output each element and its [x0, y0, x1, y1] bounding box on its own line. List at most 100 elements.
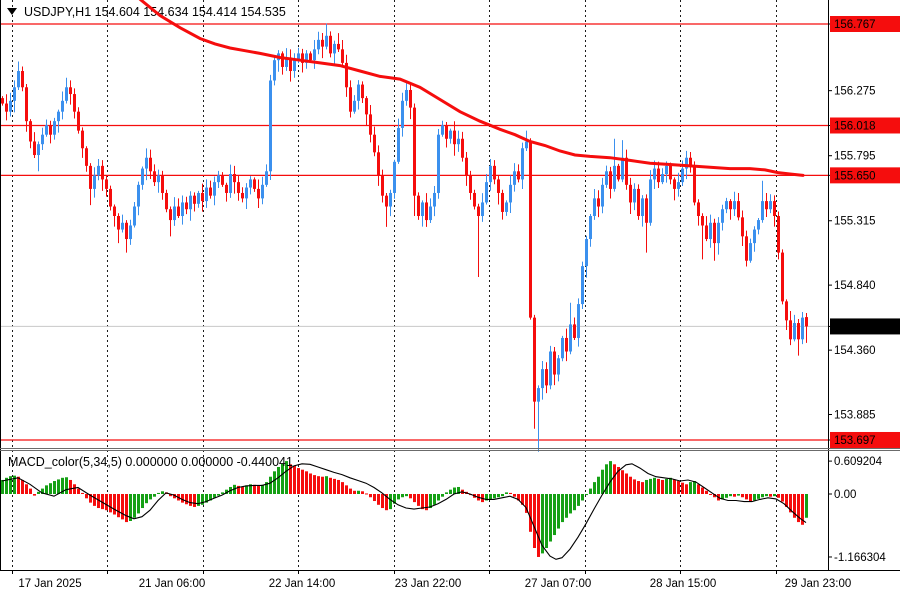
candle-bull: [753, 229, 756, 244]
macd-bar-negative: [401, 494, 404, 498]
candle-bear: [81, 130, 84, 149]
macd-bar-negative: [577, 494, 580, 506]
candle-bull: [537, 388, 540, 402]
macd-bar-positive: [37, 491, 40, 494]
macd-bar-positive: [309, 473, 312, 494]
macd-bar-negative: [781, 494, 784, 502]
grid-lines: [12, 0, 777, 570]
time-axis-label: 21 Jan 06:00: [139, 578, 206, 590]
candle-bull: [769, 201, 772, 210]
level-price-badge: [830, 117, 900, 134]
macd-bar-positive: [349, 488, 352, 494]
candle-bull: [13, 87, 16, 101]
macd-bar-negative: [153, 494, 156, 497]
candle-bear: [777, 216, 780, 253]
macd-bar-negative: [533, 494, 536, 548]
macd-bar-positive: [449, 489, 452, 494]
macd-bar-positive: [325, 476, 328, 494]
macd-bar-negative: [381, 494, 384, 509]
candle-bear: [373, 134, 376, 153]
candle-bull: [401, 100, 404, 128]
candle-bull: [593, 198, 596, 217]
candle-bear: [177, 206, 180, 217]
candle-bull: [429, 206, 432, 221]
candle-bear: [149, 157, 152, 172]
candle-bull: [649, 179, 652, 223]
candle-bear: [637, 188, 640, 217]
time-axis-label: 22 Jan 14:00: [269, 578, 336, 590]
candle-bear: [377, 152, 380, 176]
candle-bear: [85, 148, 88, 166]
macd-bar-negative: [141, 494, 144, 509]
time-axis-label: 27 Jan 07:00: [525, 578, 592, 590]
candle-bear: [301, 53, 304, 63]
macd-bar-negative: [181, 494, 184, 503]
candle-bull: [285, 57, 288, 67]
candle-bull: [245, 187, 248, 199]
candle-bear: [49, 125, 52, 135]
macd-histogram: [1, 461, 808, 557]
macd-bar-negative: [125, 494, 128, 523]
candle-bear: [193, 195, 196, 204]
price-axis-label: 156.275: [834, 86, 876, 98]
candle-bear: [109, 188, 112, 207]
macd-bar-positive: [277, 467, 280, 494]
candle-bull: [557, 358, 560, 375]
candle-bear: [77, 111, 80, 131]
macd-bar-negative: [581, 494, 584, 501]
price-axis-label: 155.795: [834, 151, 876, 163]
macd-bar-negative: [205, 494, 208, 503]
candle-bear: [497, 179, 500, 193]
candle-bear: [657, 168, 660, 183]
macd-bar-negative: [173, 494, 176, 499]
macd-bar-positive: [357, 490, 360, 494]
macd-bar-positive: [73, 484, 76, 494]
candle-bear: [465, 157, 468, 176]
candle-bull: [589, 216, 592, 240]
macd-bar-positive: [77, 488, 80, 494]
macd-bar-positive: [273, 471, 276, 494]
macd-bar-positive: [57, 479, 60, 494]
candle-bear: [469, 175, 472, 193]
candle-bull: [549, 351, 552, 386]
candle-bear: [241, 192, 244, 199]
macd-bar-positive: [633, 479, 636, 494]
macd-bar-positive: [345, 485, 348, 494]
candle-bull: [681, 168, 684, 183]
candle-bear: [201, 192, 204, 202]
candle-bear: [25, 87, 28, 122]
macd-bar-negative: [585, 494, 588, 496]
macd-bar-negative: [133, 494, 136, 518]
macd-bar-positive: [589, 488, 592, 494]
time-axis[interactable]: 17 Jan 2025 21 Jan 06:00 22 Jan 14:00 23 Ja…: [18, 578, 851, 590]
candle-bear: [533, 317, 536, 402]
moving-average-line[interactable]: [138, 0, 805, 177]
candle-bull: [489, 165, 492, 183]
macd-bar-negative: [421, 494, 424, 510]
candle-bull: [61, 100, 64, 112]
candle-bull: [397, 127, 400, 162]
macd-bar-positive: [1, 479, 4, 494]
macd-bar-negative: [373, 494, 376, 502]
price-axis-label: 155.315: [834, 216, 876, 228]
macd-bar-positive: [17, 476, 20, 494]
macd-bar-negative: [725, 494, 728, 498]
macd-bar-positive: [41, 488, 44, 494]
candle-bear: [781, 252, 784, 302]
candle-bear: [125, 222, 128, 240]
candle-bull: [181, 202, 184, 217]
macd-bar-negative: [189, 494, 192, 506]
macd-bar-positive: [673, 479, 676, 494]
macd-bar-negative: [573, 494, 576, 511]
macd-bar-positive: [241, 486, 244, 494]
macd-bar-negative: [33, 494, 36, 496]
macd-bar-positive: [669, 477, 672, 494]
price-axis[interactable]: 156.767 156.275 156.018 155.795 155.650 155.3…: [828, 16, 900, 564]
macd-bar-negative: [753, 494, 756, 501]
macd-bar-negative: [85, 494, 88, 499]
candle-bull: [525, 141, 528, 149]
candle-bear: [237, 182, 240, 193]
macd-bar-negative: [93, 494, 96, 506]
candle-bear: [629, 184, 632, 203]
